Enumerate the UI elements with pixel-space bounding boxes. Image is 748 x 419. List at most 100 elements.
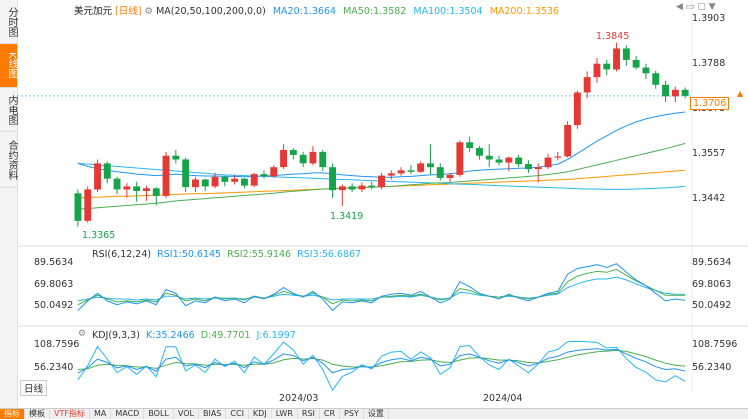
rsi-tick: 50.0492 xyxy=(692,300,732,311)
candle-body xyxy=(123,186,131,190)
ma100-value: MA100:1.3504 xyxy=(413,6,483,17)
ma-label: MA(20,50,100,200,0,0) xyxy=(156,6,266,17)
sidebar: 分时图 K线图 内电图 合约资料 xyxy=(0,0,18,418)
candle-body xyxy=(289,149,297,155)
candle-body xyxy=(681,89,689,96)
period-label[interactable]: [日线] xyxy=(115,6,142,17)
price-tick: 1.3442 xyxy=(692,193,726,204)
toolbar-item-template[interactable]: 模板 xyxy=(25,409,50,419)
candle-body xyxy=(192,179,199,188)
toolbar-item-boll[interactable]: BOLL xyxy=(144,409,174,419)
candle-body xyxy=(583,77,591,93)
candle-body xyxy=(436,167,444,178)
rsi3-value: RSI3:56.6867 xyxy=(297,249,362,260)
prev-icon[interactable]: ◀ xyxy=(676,2,683,12)
candle-body xyxy=(671,89,679,97)
candle-body xyxy=(270,167,278,177)
candle-body xyxy=(348,186,356,190)
tab-inner-chart[interactable]: 内电图 xyxy=(0,88,17,132)
candle-body xyxy=(182,159,190,188)
candle-body xyxy=(338,186,346,191)
date-label: 2024/03 xyxy=(279,393,319,404)
more-icon[interactable]: ▼ xyxy=(708,2,716,12)
rsi-tick: 50.0492 xyxy=(34,300,74,311)
candle-body xyxy=(368,185,376,188)
kdj-j-line xyxy=(77,340,686,392)
kdj-header: KDJ(9,3,3) K:35.2466 D:49.7701 J:6.1997 xyxy=(92,330,296,341)
period-button[interactable]: 日线 xyxy=(20,380,48,396)
ma200-value: MA200:1.3536 xyxy=(489,6,559,17)
kdj-tick: 56.2340 xyxy=(34,362,74,373)
toolbar-item-ma[interactable]: MA xyxy=(90,409,112,419)
candle-body xyxy=(319,151,327,168)
rsi-tick: 89.5634 xyxy=(692,257,732,268)
rsi1-line xyxy=(77,263,686,312)
toolbar-item-vol[interactable]: VOL xyxy=(174,409,199,419)
rsi-label: RSI(6,12,24) xyxy=(92,249,152,260)
candle-body xyxy=(466,142,474,148)
candle-body xyxy=(485,155,493,160)
tab-contract-info[interactable]: 合约资料 xyxy=(0,132,17,188)
toolbar-item-lwr[interactable]: LWR xyxy=(272,409,298,419)
price-tick: 1.3788 xyxy=(692,58,726,69)
low-annotation: 1.3365 xyxy=(82,230,116,241)
candle-body xyxy=(162,155,170,196)
candle-body xyxy=(221,176,229,182)
candle-body xyxy=(622,48,630,60)
candle-body xyxy=(231,178,239,182)
candle-body xyxy=(211,176,219,187)
candle-body xyxy=(280,149,287,168)
current-price-arrow-icon: ▲ xyxy=(737,89,744,98)
kdj-pane-icon[interactable]: ⚙ xyxy=(78,329,87,339)
candle-body xyxy=(397,170,405,174)
expand-icon[interactable]: ▢ xyxy=(697,2,706,12)
candle-body xyxy=(299,154,307,164)
kdj-label: KDJ(9,3,3) xyxy=(92,330,140,341)
kdj-tick: 108.7596 xyxy=(34,339,80,350)
price-tick: 1.3557 xyxy=(692,148,726,159)
kdj-k-line xyxy=(77,348,686,374)
toolbar-item-indicators[interactable]: 指标 xyxy=(0,409,25,419)
tab-timeshare[interactable]: 分时图 xyxy=(0,0,17,44)
kdj-d-line xyxy=(77,349,686,370)
kdj-d-value: D:49.7701 xyxy=(200,330,251,341)
toolbar-item-kdj[interactable]: KDJ xyxy=(249,409,272,419)
candle-body xyxy=(241,178,248,186)
toolbar-item-cci[interactable]: CCI xyxy=(226,409,249,419)
candle-body xyxy=(603,63,611,70)
candle-body xyxy=(152,188,160,196)
rsi2-line xyxy=(77,268,686,306)
candle-body xyxy=(534,167,542,170)
candle-body xyxy=(476,148,483,156)
toolbar-item-psy[interactable]: PSY xyxy=(340,409,364,419)
candle-body xyxy=(593,63,601,78)
toolbar-item-vtf[interactable]: VTF指标 xyxy=(50,409,90,419)
candle-body xyxy=(260,174,268,177)
tab-kline[interactable]: K线图 xyxy=(0,44,17,88)
candle-body xyxy=(662,84,669,97)
rsi-tick: 69.8063 xyxy=(34,279,74,290)
candle-body xyxy=(113,178,121,190)
candle-body xyxy=(427,163,434,168)
settings-icon[interactable]: ⚙ xyxy=(144,6,154,17)
current-price-badge: 1.3706 xyxy=(690,97,730,110)
candle-body xyxy=(309,151,317,164)
toolbar-item-bias[interactable]: BIAS xyxy=(199,409,227,419)
chart-header: 美元加元 [日线] ⚙ MA(20,50,100,200,0,0) MA20:1… xyxy=(74,3,559,17)
toolbar-item-rsi[interactable]: RSI xyxy=(298,409,320,419)
kdj-k-value: K:35.2466 xyxy=(145,330,195,341)
toolbar-item-macd[interactable]: MACD xyxy=(111,409,145,419)
rsi1-value: RSI1:50.6145 xyxy=(157,249,222,260)
candle-body xyxy=(358,185,366,190)
candle-body xyxy=(446,174,454,178)
price-tick: 1.3903 xyxy=(692,13,726,24)
candle-body xyxy=(94,163,101,190)
chart-canvas[interactable] xyxy=(17,0,748,408)
minimize-icon[interactable]: ▭ xyxy=(685,2,695,12)
toolbar-item-settings[interactable]: 设置 xyxy=(364,409,389,419)
toolbar-item-cr[interactable]: CR xyxy=(320,409,341,419)
candle-body xyxy=(525,164,532,170)
candle-body xyxy=(387,173,395,176)
high-annotation: 1.3845 xyxy=(596,31,630,42)
low-annotation: 1.3419 xyxy=(330,211,364,222)
